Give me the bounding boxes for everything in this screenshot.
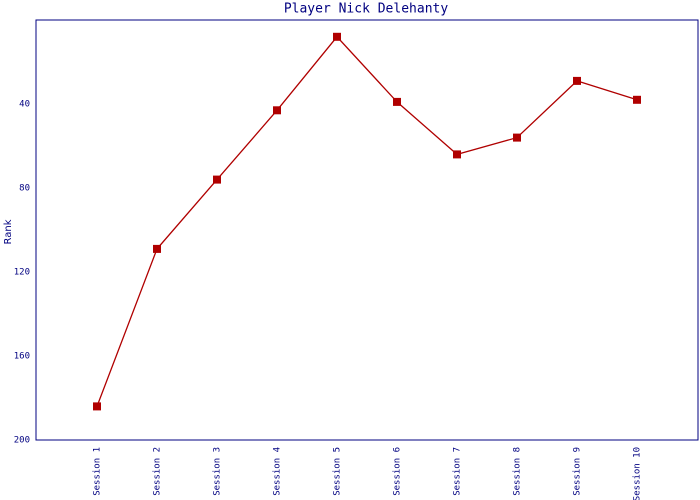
x-tick-label: Session 3 xyxy=(213,447,223,496)
y-axis-label: Rank xyxy=(3,219,14,244)
x-tick-label: Session 4 xyxy=(273,447,283,496)
point-marker xyxy=(153,244,161,253)
plot-frame xyxy=(35,19,699,441)
point-marker xyxy=(213,175,221,184)
y-tick-label: 40 xyxy=(19,100,30,110)
x-tick-label: Session 7 xyxy=(453,447,463,496)
series-line xyxy=(96,35,638,407)
x-tick-label: Session 1 xyxy=(93,447,103,496)
point-marker xyxy=(273,106,281,115)
x-tick-label: Session 10 xyxy=(633,447,643,500)
point-marker xyxy=(513,133,521,142)
x-tick-label: Session 8 xyxy=(513,447,523,496)
point-marker xyxy=(453,150,461,159)
x-tick-label: Session 2 xyxy=(153,447,163,496)
point-marker xyxy=(573,76,581,85)
point-marker xyxy=(333,32,341,41)
point-marker xyxy=(393,97,401,106)
x-tick-label: Session 5 xyxy=(333,447,343,496)
x-tick-label: Session 6 xyxy=(393,447,403,496)
point-marker xyxy=(633,95,641,104)
y-tick-label: 120 xyxy=(14,268,30,278)
chart-title: Player Nick Delehanty xyxy=(284,2,449,17)
y-tick-label: 160 xyxy=(14,352,30,362)
x-tick-label: Session 9 xyxy=(573,447,583,496)
y-tick-label: 200 xyxy=(14,436,30,446)
point-marker xyxy=(93,402,101,411)
y-tick-label: 80 xyxy=(19,184,30,194)
